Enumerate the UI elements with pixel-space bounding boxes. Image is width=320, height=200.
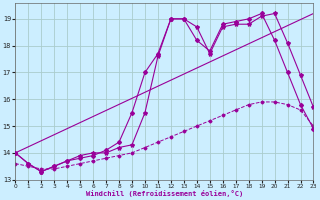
X-axis label: Windchill (Refroidissement éolien,°C): Windchill (Refroidissement éolien,°C) [86, 190, 243, 197]
